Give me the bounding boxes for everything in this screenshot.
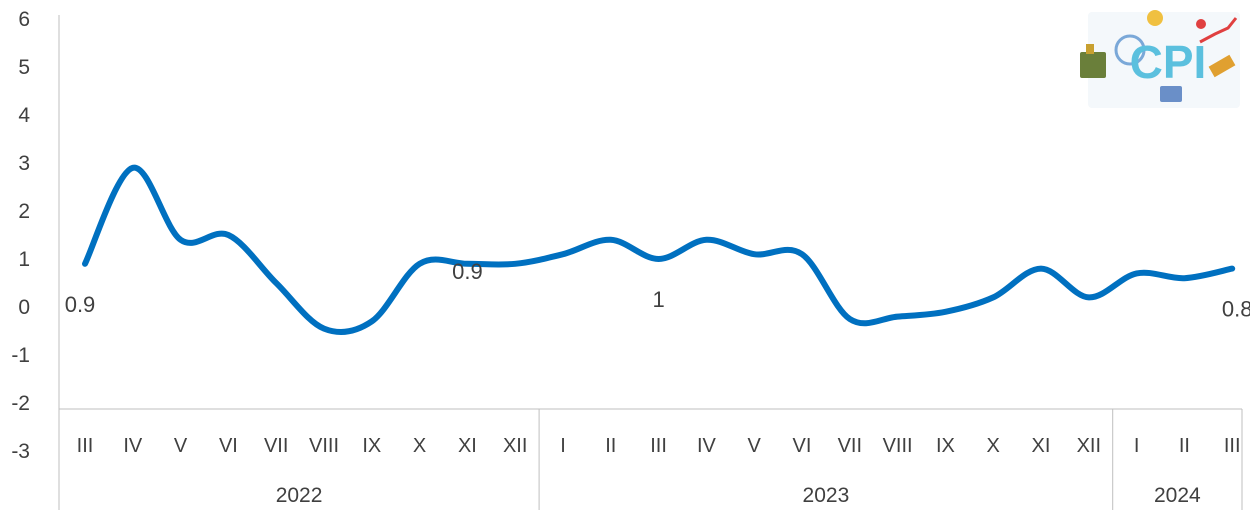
x-tick-label: IV	[123, 435, 143, 457]
y-tick-label: 6	[18, 8, 30, 31]
y-tick-label: -3	[11, 440, 30, 463]
x-tick-label: IX	[362, 435, 381, 457]
x-tick-label: X	[413, 435, 426, 457]
y-tick-label: 1	[18, 248, 30, 271]
data-label: 1	[652, 287, 664, 312]
x-axis-year-labels: 2022 2023 2024	[276, 484, 1201, 507]
axes	[58, 15, 1243, 510]
year-label: 2024	[1154, 484, 1201, 507]
x-tick-label: VI	[793, 435, 812, 457]
cpi-logo: CPI	[1080, 10, 1240, 108]
x-tick-label: VIII	[883, 435, 913, 457]
x-tick-label: XI	[458, 435, 477, 457]
x-tick-label: I	[1134, 435, 1140, 457]
x-tick-label: VII	[838, 435, 862, 457]
x-tick-label: VIII	[309, 435, 339, 457]
x-axis-month-labels: III IV V VI VII VIII IX X XI XII I II III IV V VI VII VII…	[77, 435, 1241, 457]
data-label: 0.9	[65, 292, 96, 317]
y-axis-tick-labels: 6 5 4 3 2 1 0 -1 -2 -3	[11, 8, 30, 463]
y-tick-label: -1	[11, 344, 30, 367]
x-tick-label: III	[77, 435, 94, 457]
x-tick-label: II	[605, 435, 616, 457]
year-label: 2023	[803, 484, 850, 507]
x-tick-label: XII	[1077, 435, 1101, 457]
logo-text: CPI	[1130, 36, 1207, 88]
x-tick-label: II	[1179, 435, 1190, 457]
x-tick-label: III	[650, 435, 667, 457]
y-tick-label: 5	[18, 56, 30, 79]
x-tick-label: X	[987, 435, 1000, 457]
year-label: 2022	[276, 484, 323, 507]
x-tick-label: XII	[503, 435, 527, 457]
data-label: 0.9	[452, 259, 483, 284]
x-tick-label: V	[174, 435, 188, 457]
series-layer	[82, 164, 1236, 335]
x-tick-label: III	[1224, 435, 1241, 457]
x-tick-label: V	[748, 435, 762, 457]
y-tick-label: 3	[18, 152, 30, 175]
y-tick-label: 2	[18, 200, 30, 223]
y-tick-label: -2	[11, 392, 30, 415]
x-tick-label: VII	[264, 435, 288, 457]
x-tick-label: IV	[697, 435, 717, 457]
x-tick-label: XI	[1032, 435, 1051, 457]
data-labels: 0.9 0.9 1 0.8	[65, 259, 1250, 322]
data-label: 0.8	[1222, 297, 1250, 322]
series-line	[82, 164, 1236, 335]
x-tick-label: VI	[219, 435, 238, 457]
y-tick-label: 4	[18, 104, 30, 127]
x-tick-label: IX	[936, 435, 955, 457]
y-tick-label: 0	[18, 296, 30, 319]
x-tick-label: I	[560, 435, 566, 457]
